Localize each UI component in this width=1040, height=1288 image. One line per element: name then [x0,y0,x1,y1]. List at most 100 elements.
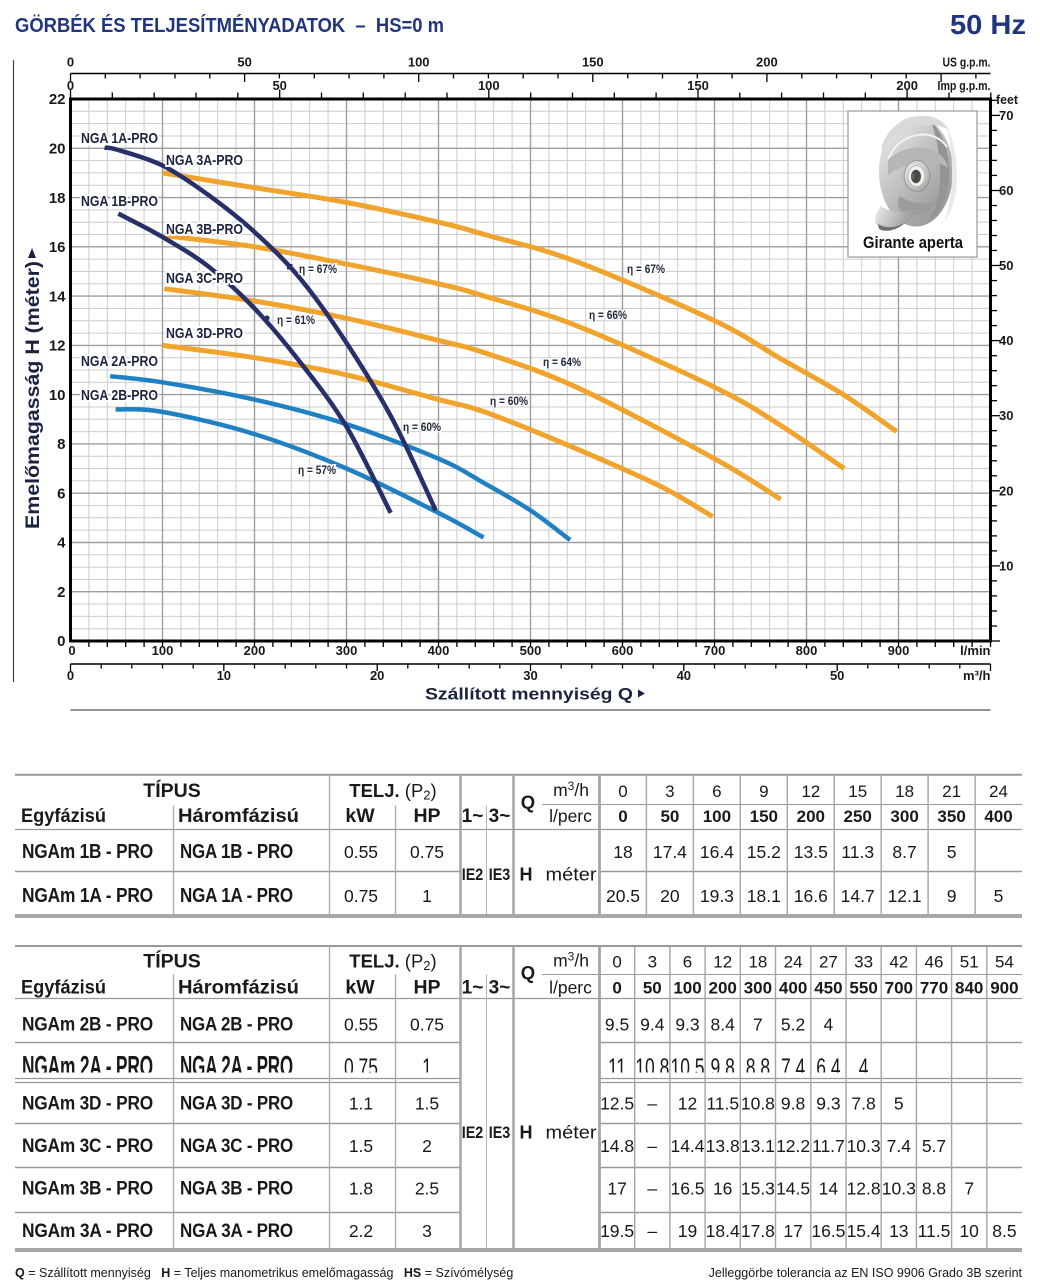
svg-text:NGA 3C - PRO: NGA 3C - PRO [180,1135,293,1157]
svg-text:17.4: 17.4 [653,842,687,862]
svg-text:NGAm 3C - PRO: NGAm 3C - PRO [22,1135,153,1157]
svg-text:15.3: 15.3 [741,1179,775,1199]
svg-text:1.5: 1.5 [415,1094,439,1114]
svg-text:5: 5 [994,886,1004,906]
svg-text:300: 300 [336,643,358,658]
svg-text:m3/h: m3/h [553,779,589,800]
svg-text:11.5: 11.5 [918,1221,951,1241]
svg-text:9: 9 [759,782,768,801]
svg-text:η = 57%: η = 57% [298,463,336,477]
svg-text:14: 14 [819,1179,839,1199]
svg-text:H: H [520,1123,533,1143]
svg-text:1: 1 [422,1053,432,1082]
svg-text:l/perc: l/perc [549,978,592,998]
svg-text:5.2: 5.2 [781,1015,805,1035]
svg-text:η = 60%: η = 60% [490,394,528,408]
svg-text:8.8: 8.8 [922,1179,946,1199]
svg-text:1.5: 1.5 [349,1136,373,1156]
svg-text:12: 12 [678,1094,697,1114]
svg-text:8.8: 8.8 [746,1053,770,1082]
svg-text:14.8: 14.8 [600,1136,634,1156]
svg-text:méter: méter [546,1123,597,1143]
svg-text:2.2: 2.2 [349,1221,373,1241]
svg-text:6: 6 [683,953,692,972]
svg-text:Háromfázisú: Háromfázisú [178,805,299,827]
svg-text:21: 21 [942,782,961,801]
svg-text:3: 3 [648,953,657,972]
svg-text:NGA 1B - PRO: NGA 1B - PRO [180,841,293,863]
svg-text:NGA 1B-PRO: NGA 1B-PRO [81,193,158,210]
svg-text:TÍPUS: TÍPUS [143,779,200,802]
svg-text:900: 900 [990,979,1018,998]
svg-text:16: 16 [49,239,66,256]
svg-text:770: 770 [920,979,948,998]
svg-text:3: 3 [422,1221,432,1241]
svg-text:18: 18 [49,190,66,207]
svg-text:–: – [647,1136,657,1156]
svg-text:IE3: IE3 [489,866,511,884]
svg-text:13.8: 13.8 [706,1136,740,1156]
svg-text:Jelleggörbe tolerancia az EN I: Jelleggörbe tolerancia az EN ISO 9906 Gr… [709,1266,1023,1280]
svg-text:NGA 3B-PRO: NGA 3B-PRO [166,221,243,238]
svg-text:11: 11 [608,1053,626,1082]
svg-text:100: 100 [673,979,701,998]
svg-text:24: 24 [989,782,1008,801]
svg-text:–: – [647,1179,657,1199]
svg-text:10.8: 10.8 [741,1094,775,1114]
svg-text:19.5: 19.5 [600,1221,634,1241]
svg-text:kW: kW [345,977,375,999]
svg-text:16.5: 16.5 [670,1179,704,1199]
svg-text:NGAm 1A - PRO: NGAm 1A - PRO [22,885,153,907]
svg-text:840: 840 [955,979,983,998]
svg-text:0: 0 [57,633,65,650]
svg-text:12.1: 12.1 [888,886,922,906]
svg-text:5: 5 [947,842,957,862]
svg-text:12: 12 [801,782,820,801]
svg-text:9.4: 9.4 [640,1015,665,1035]
svg-text:kW: kW [345,805,375,827]
svg-text:7.8: 7.8 [851,1094,875,1114]
svg-text:2: 2 [57,584,65,601]
svg-text:Egyfázisú: Egyfázisú [21,977,106,999]
svg-text:0: 0 [618,782,627,801]
svg-text:10: 10 [217,668,231,683]
svg-text:27: 27 [819,953,838,972]
svg-text:900: 900 [888,643,910,658]
svg-text:IE2: IE2 [462,1124,484,1142]
svg-text:–: – [647,1221,657,1241]
svg-text:14: 14 [49,288,66,305]
svg-text:350: 350 [937,807,965,826]
svg-text:Q = Szállított mennyiség H =: Q = Szállított mennyiség H = Teljes mano… [15,1266,513,1280]
svg-text:0: 0 [67,78,74,93]
svg-text:50: 50 [660,807,679,826]
svg-text:200: 200 [896,78,918,93]
svg-text:150: 150 [750,807,778,826]
svg-text:NGAm 3D - PRO: NGAm 3D - PRO [22,1093,153,1115]
svg-text:70: 70 [999,108,1013,123]
svg-text:NGA 2B-PRO: NGA 2B-PRO [81,387,158,404]
svg-text:3: 3 [665,782,674,801]
svg-text:17: 17 [783,1221,802,1241]
svg-text:7.4: 7.4 [887,1136,912,1156]
svg-text:20: 20 [370,668,384,683]
svg-text:16: 16 [713,1179,732,1199]
svg-text:250: 250 [844,807,872,826]
svg-text:18.4: 18.4 [706,1221,740,1241]
svg-text:10: 10 [999,558,1013,573]
svg-text:6: 6 [712,782,721,801]
svg-text:400: 400 [779,979,807,998]
svg-text:NGA 3A - PRO: NGA 3A - PRO [180,1220,293,1242]
svg-text:18: 18 [895,782,914,801]
svg-text:13: 13 [889,1221,908,1241]
svg-text:700: 700 [704,643,726,658]
svg-text:30: 30 [999,408,1013,423]
svg-text:NGA 3B - PRO: NGA 3B - PRO [180,1178,293,1200]
svg-text:33: 33 [854,953,873,972]
svg-text:m3/h: m3/h [553,950,589,971]
svg-text:0.75: 0.75 [344,1053,378,1082]
svg-text:–: – [647,1094,657,1114]
svg-text:400: 400 [984,807,1012,826]
svg-text:η = 67%: η = 67% [299,262,337,276]
svg-text:18.1: 18.1 [747,886,781,906]
svg-text:12.5: 12.5 [600,1094,634,1114]
